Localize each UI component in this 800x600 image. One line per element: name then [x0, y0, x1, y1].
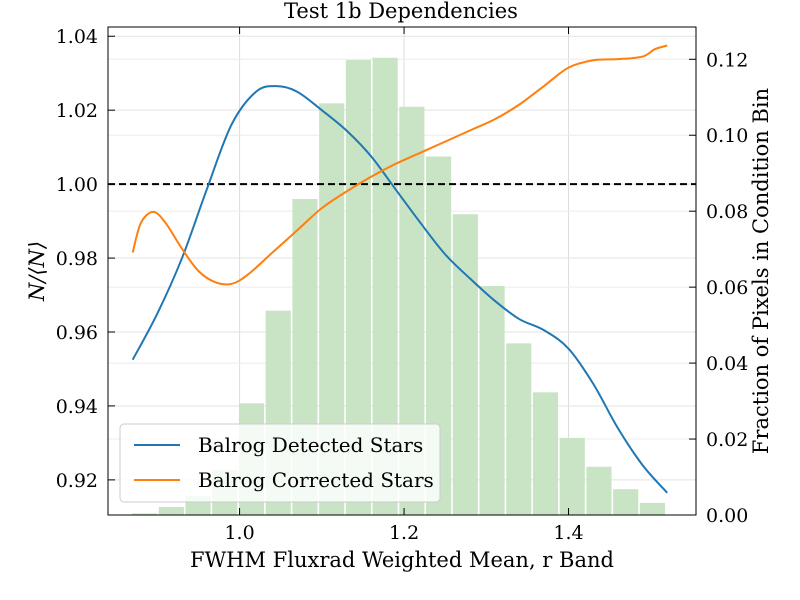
histogram-bar-15 [532, 392, 559, 515]
y2-tick-label-5: 0.10 [706, 125, 748, 147]
x-tick-label-0: 1.0 [224, 522, 254, 544]
y2-tick-label-4: 0.08 [706, 201, 748, 223]
y-tick-label-2: 0.96 [56, 322, 98, 344]
y-tick-label-3: 0.98 [56, 248, 98, 270]
y2-tick-label-2: 0.04 [706, 353, 748, 375]
series-lines [131, 44, 668, 494]
y2-tick-label-6: 0.12 [706, 49, 748, 71]
histogram-bar-18 [613, 489, 639, 515]
y2-tick-label-0: 0.00 [706, 505, 748, 527]
legend: Balrog Detected Stars Balrog Corrected S… [119, 423, 441, 503]
y-tick-label-0: 0.92 [56, 470, 98, 492]
x-tick-label-2: 1.4 [553, 522, 583, 544]
histogram-bar-16 [559, 437, 585, 515]
histogram-bar-19 [639, 502, 665, 515]
legend-label-detected: Balrog Detected Stars [198, 433, 423, 457]
y2-tick-label-1: 0.02 [706, 429, 748, 451]
histogram-bar-0 [132, 513, 158, 515]
series-line-0 [131, 85, 668, 494]
histogram-bar-14 [506, 343, 532, 515]
histogram-bar-12 [452, 214, 478, 515]
chart-title: Test 1b Dependencies [284, 0, 518, 23]
histogram-bar-17 [586, 466, 612, 515]
histogram-bar-13 [479, 286, 505, 515]
y-axis-title: N/⟨N⟩ [25, 241, 49, 302]
x-tick-label-1: 1.2 [389, 522, 419, 544]
y-tick-label-1: 0.94 [56, 396, 98, 418]
y-tick-label-4: 1.00 [56, 174, 98, 196]
y-tick-label-6: 1.04 [56, 26, 98, 48]
legend-box [119, 423, 441, 503]
y-tick-label-5: 1.02 [56, 100, 98, 122]
histogram-bar-1 [158, 507, 184, 515]
legend-label-corrected: Balrog Corrected Stars [198, 468, 434, 492]
y2-tick-label-3: 0.06 [706, 277, 748, 299]
plot-frame [107, 26, 697, 516]
y2-axis-title: Fraction of Pixels in Condition Bin [749, 88, 773, 454]
axis-ticks: 1.0 1.2 1.4 0.92 0.94 0.96 0.98 1.00 1.02 1.04 0.0… [56, 26, 749, 544]
series-line-1 [131, 44, 668, 286]
x-axis-title: FWHM Fluxrad Weighted Mean, r Band [190, 548, 614, 572]
